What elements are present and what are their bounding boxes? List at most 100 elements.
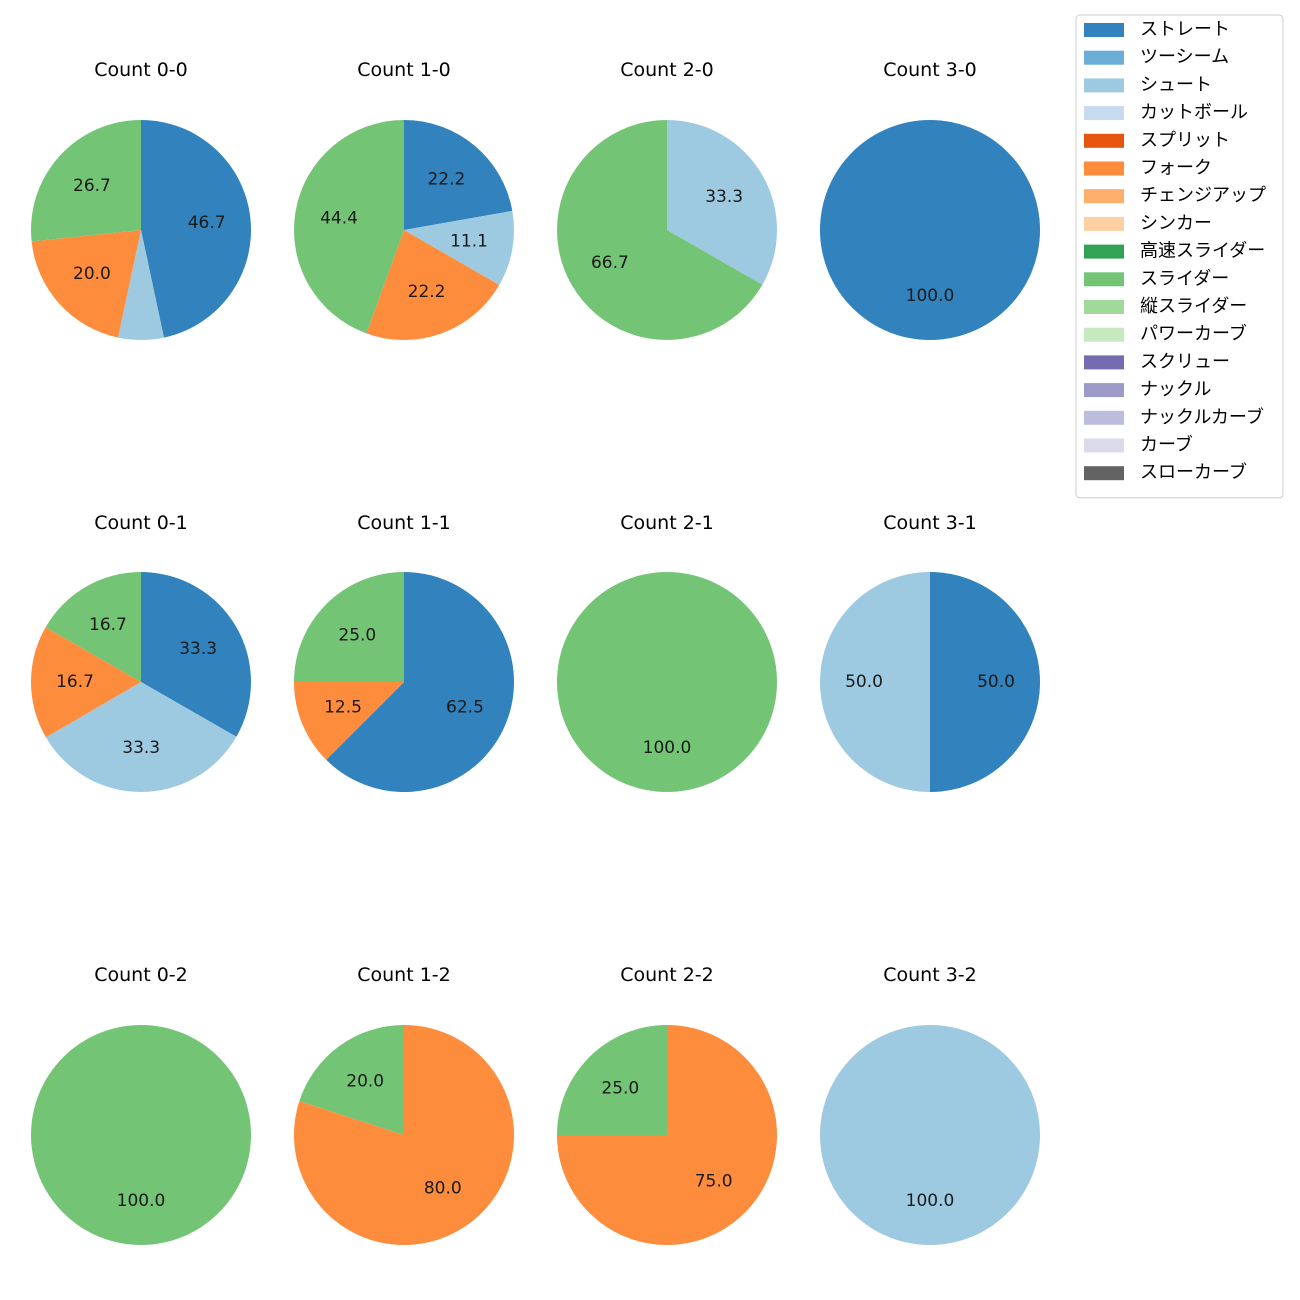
legend-swatch bbox=[1084, 466, 1124, 481]
legend-item: カットボール bbox=[1084, 102, 1248, 123]
pie-count-2-2: Count 2-2 75.0 25.0 bbox=[557, 964, 777, 1245]
slice-count-0-1-0 bbox=[141, 572, 252, 737]
slice-label: 66.7 bbox=[591, 253, 629, 273]
legend-swatch bbox=[1084, 189, 1124, 204]
slice-label: 100.0 bbox=[117, 1191, 166, 1211]
legend-item: ナックルカーブ bbox=[1084, 406, 1264, 428]
legend-item: スクリュー bbox=[1084, 351, 1230, 372]
pie-title: Count 3-2 bbox=[883, 964, 977, 986]
slice-count-1-1-1 bbox=[294, 682, 404, 760]
pies-group: Count 0-0 46.7 20.0 26.7 Count 1-0 22.2 11.1 22… bbox=[30, 59, 1040, 1246]
slice-label: 20.0 bbox=[346, 1072, 384, 1092]
slice-label: 16.7 bbox=[89, 615, 127, 635]
legend-label: シンカー bbox=[1140, 213, 1212, 234]
pie-title: Count 2-2 bbox=[620, 964, 714, 986]
slice-label: 80.0 bbox=[424, 1178, 462, 1198]
slice-label: 100.0 bbox=[906, 286, 955, 306]
slice-label: 50.0 bbox=[977, 672, 1015, 692]
legend-label: シュート bbox=[1140, 74, 1212, 95]
slice-count-0-1-2 bbox=[30, 627, 141, 738]
legend-item: ツーシーム bbox=[1084, 47, 1229, 68]
legend-label: スローカーブ bbox=[1140, 461, 1247, 483]
legend-item: スプリット bbox=[1084, 130, 1230, 151]
slice-label: 62.5 bbox=[446, 697, 484, 717]
legend-swatch bbox=[1084, 327, 1124, 342]
slice-label: 20.0 bbox=[73, 264, 111, 284]
legend-item: シンカー bbox=[1084, 213, 1212, 234]
slice-label: 46.7 bbox=[188, 213, 226, 233]
slice-count-3-1-1 bbox=[820, 572, 930, 792]
slice-label: 75.0 bbox=[695, 1172, 733, 1192]
slice-label: 33.3 bbox=[122, 738, 160, 758]
legend-swatch bbox=[1084, 106, 1124, 121]
legend-item: スローカーブ bbox=[1084, 461, 1247, 483]
slice-label: 33.3 bbox=[179, 639, 217, 659]
slice-label: 22.2 bbox=[427, 169, 465, 189]
slice-label: 11.1 bbox=[450, 231, 488, 251]
legend-swatch bbox=[1084, 438, 1124, 453]
legend-item: チェンジアップ bbox=[1084, 185, 1266, 206]
pie-title: Count 2-1 bbox=[620, 512, 714, 534]
pie-title: Count 1-1 bbox=[357, 512, 451, 534]
pie-count-3-1: Count 3-1 50.0 50.0 bbox=[820, 512, 1040, 792]
legend-swatch bbox=[1084, 355, 1124, 370]
pie-count-2-1: Count 2-1 100.0 bbox=[557, 512, 777, 792]
legend-frame bbox=[1075, 14, 1284, 499]
slice-label: 33.3 bbox=[705, 187, 743, 207]
slice-label: 25.0 bbox=[601, 1078, 639, 1098]
pie-count-1-2: Count 1-2 80.0 20.0 bbox=[293, 964, 514, 1246]
legend-label: ツーシーム bbox=[1140, 47, 1229, 68]
legend-swatch bbox=[1084, 272, 1124, 287]
legend-swatch bbox=[1084, 244, 1124, 259]
legend-label: 高速スライダー bbox=[1140, 241, 1265, 262]
slice-count-0-2-0 bbox=[31, 1025, 251, 1245]
pie-count-0-1: Count 0-1 33.3 33.3 16.7 16.7 bbox=[30, 512, 252, 793]
pie-title: Count 3-0 bbox=[883, 59, 977, 81]
pie-title: Count 2-0 bbox=[620, 59, 714, 81]
pie-count-3-0: Count 3-0 100.0 bbox=[820, 59, 1040, 340]
legend-swatch bbox=[1084, 50, 1124, 65]
slice-count-1-0-3 bbox=[293, 119, 404, 334]
legend-item: カーブ bbox=[1084, 434, 1193, 456]
legend-label: スプリット bbox=[1140, 130, 1230, 151]
legend-label: スライダー bbox=[1140, 268, 1229, 289]
slice-count-2-1-0 bbox=[557, 572, 777, 792]
legend-item: シュート bbox=[1084, 74, 1212, 95]
legend: ストレートツーシームシュートカットボールスプリットフォークチェンジアップシンカー… bbox=[1075, 14, 1284, 499]
slice-label: 22.2 bbox=[408, 282, 446, 302]
legend-label: ストレート bbox=[1140, 19, 1230, 40]
pie-count-1-1: Count 1-1 62.5 12.5 25.0 bbox=[294, 512, 515, 792]
slice-count-1-0-1 bbox=[404, 210, 515, 285]
slice-count-0-1-3 bbox=[45, 572, 142, 682]
legend-item: フォーク bbox=[1084, 158, 1212, 179]
legend-item: ナックル bbox=[1084, 379, 1211, 400]
legend-label: スクリュー bbox=[1140, 351, 1230, 372]
legend-label: ナックルカーブ bbox=[1140, 406, 1264, 428]
legend-swatch bbox=[1084, 161, 1124, 176]
legend-label: フォーク bbox=[1140, 158, 1212, 179]
legend-label: カットボール bbox=[1140, 102, 1248, 123]
legend-label: チェンジアップ bbox=[1140, 185, 1266, 206]
pie-count-0-0: Count 0-0 46.7 20.0 26.7 bbox=[31, 59, 252, 341]
slice-count-1-1-2 bbox=[294, 572, 404, 682]
slice-label: 50.0 bbox=[845, 672, 883, 692]
legend-item: スライダー bbox=[1084, 268, 1229, 289]
slice-label: 25.0 bbox=[338, 625, 376, 645]
legend-item: パワーカーブ bbox=[1084, 323, 1247, 345]
pie-title: Count 0-0 bbox=[94, 59, 188, 81]
pie-count-2-0: Count 2-0 33.3 66.7 bbox=[557, 59, 778, 340]
legend-swatch bbox=[1084, 133, 1124, 148]
slice-count-2-0-1 bbox=[557, 120, 763, 340]
slice-count-2-2-1 bbox=[557, 1025, 667, 1135]
legend-swatch bbox=[1084, 216, 1124, 231]
pie-title: Count 0-1 bbox=[94, 512, 188, 534]
pie-title: Count 1-2 bbox=[357, 964, 451, 986]
slice-count-0-0-1 bbox=[118, 230, 164, 341]
pie-title: Count 0-2 bbox=[94, 964, 188, 986]
pie-count-0-2: Count 0-2 100.0 bbox=[31, 964, 251, 1245]
pie-count-1-0: Count 1-0 22.2 11.1 22.2 44.4 bbox=[293, 59, 515, 341]
slice-count-1-2-1 bbox=[299, 1025, 404, 1135]
slice-count-0-1-1 bbox=[45, 682, 237, 793]
slice-label: 26.7 bbox=[73, 176, 111, 196]
slice-label: 100.0 bbox=[643, 738, 692, 758]
